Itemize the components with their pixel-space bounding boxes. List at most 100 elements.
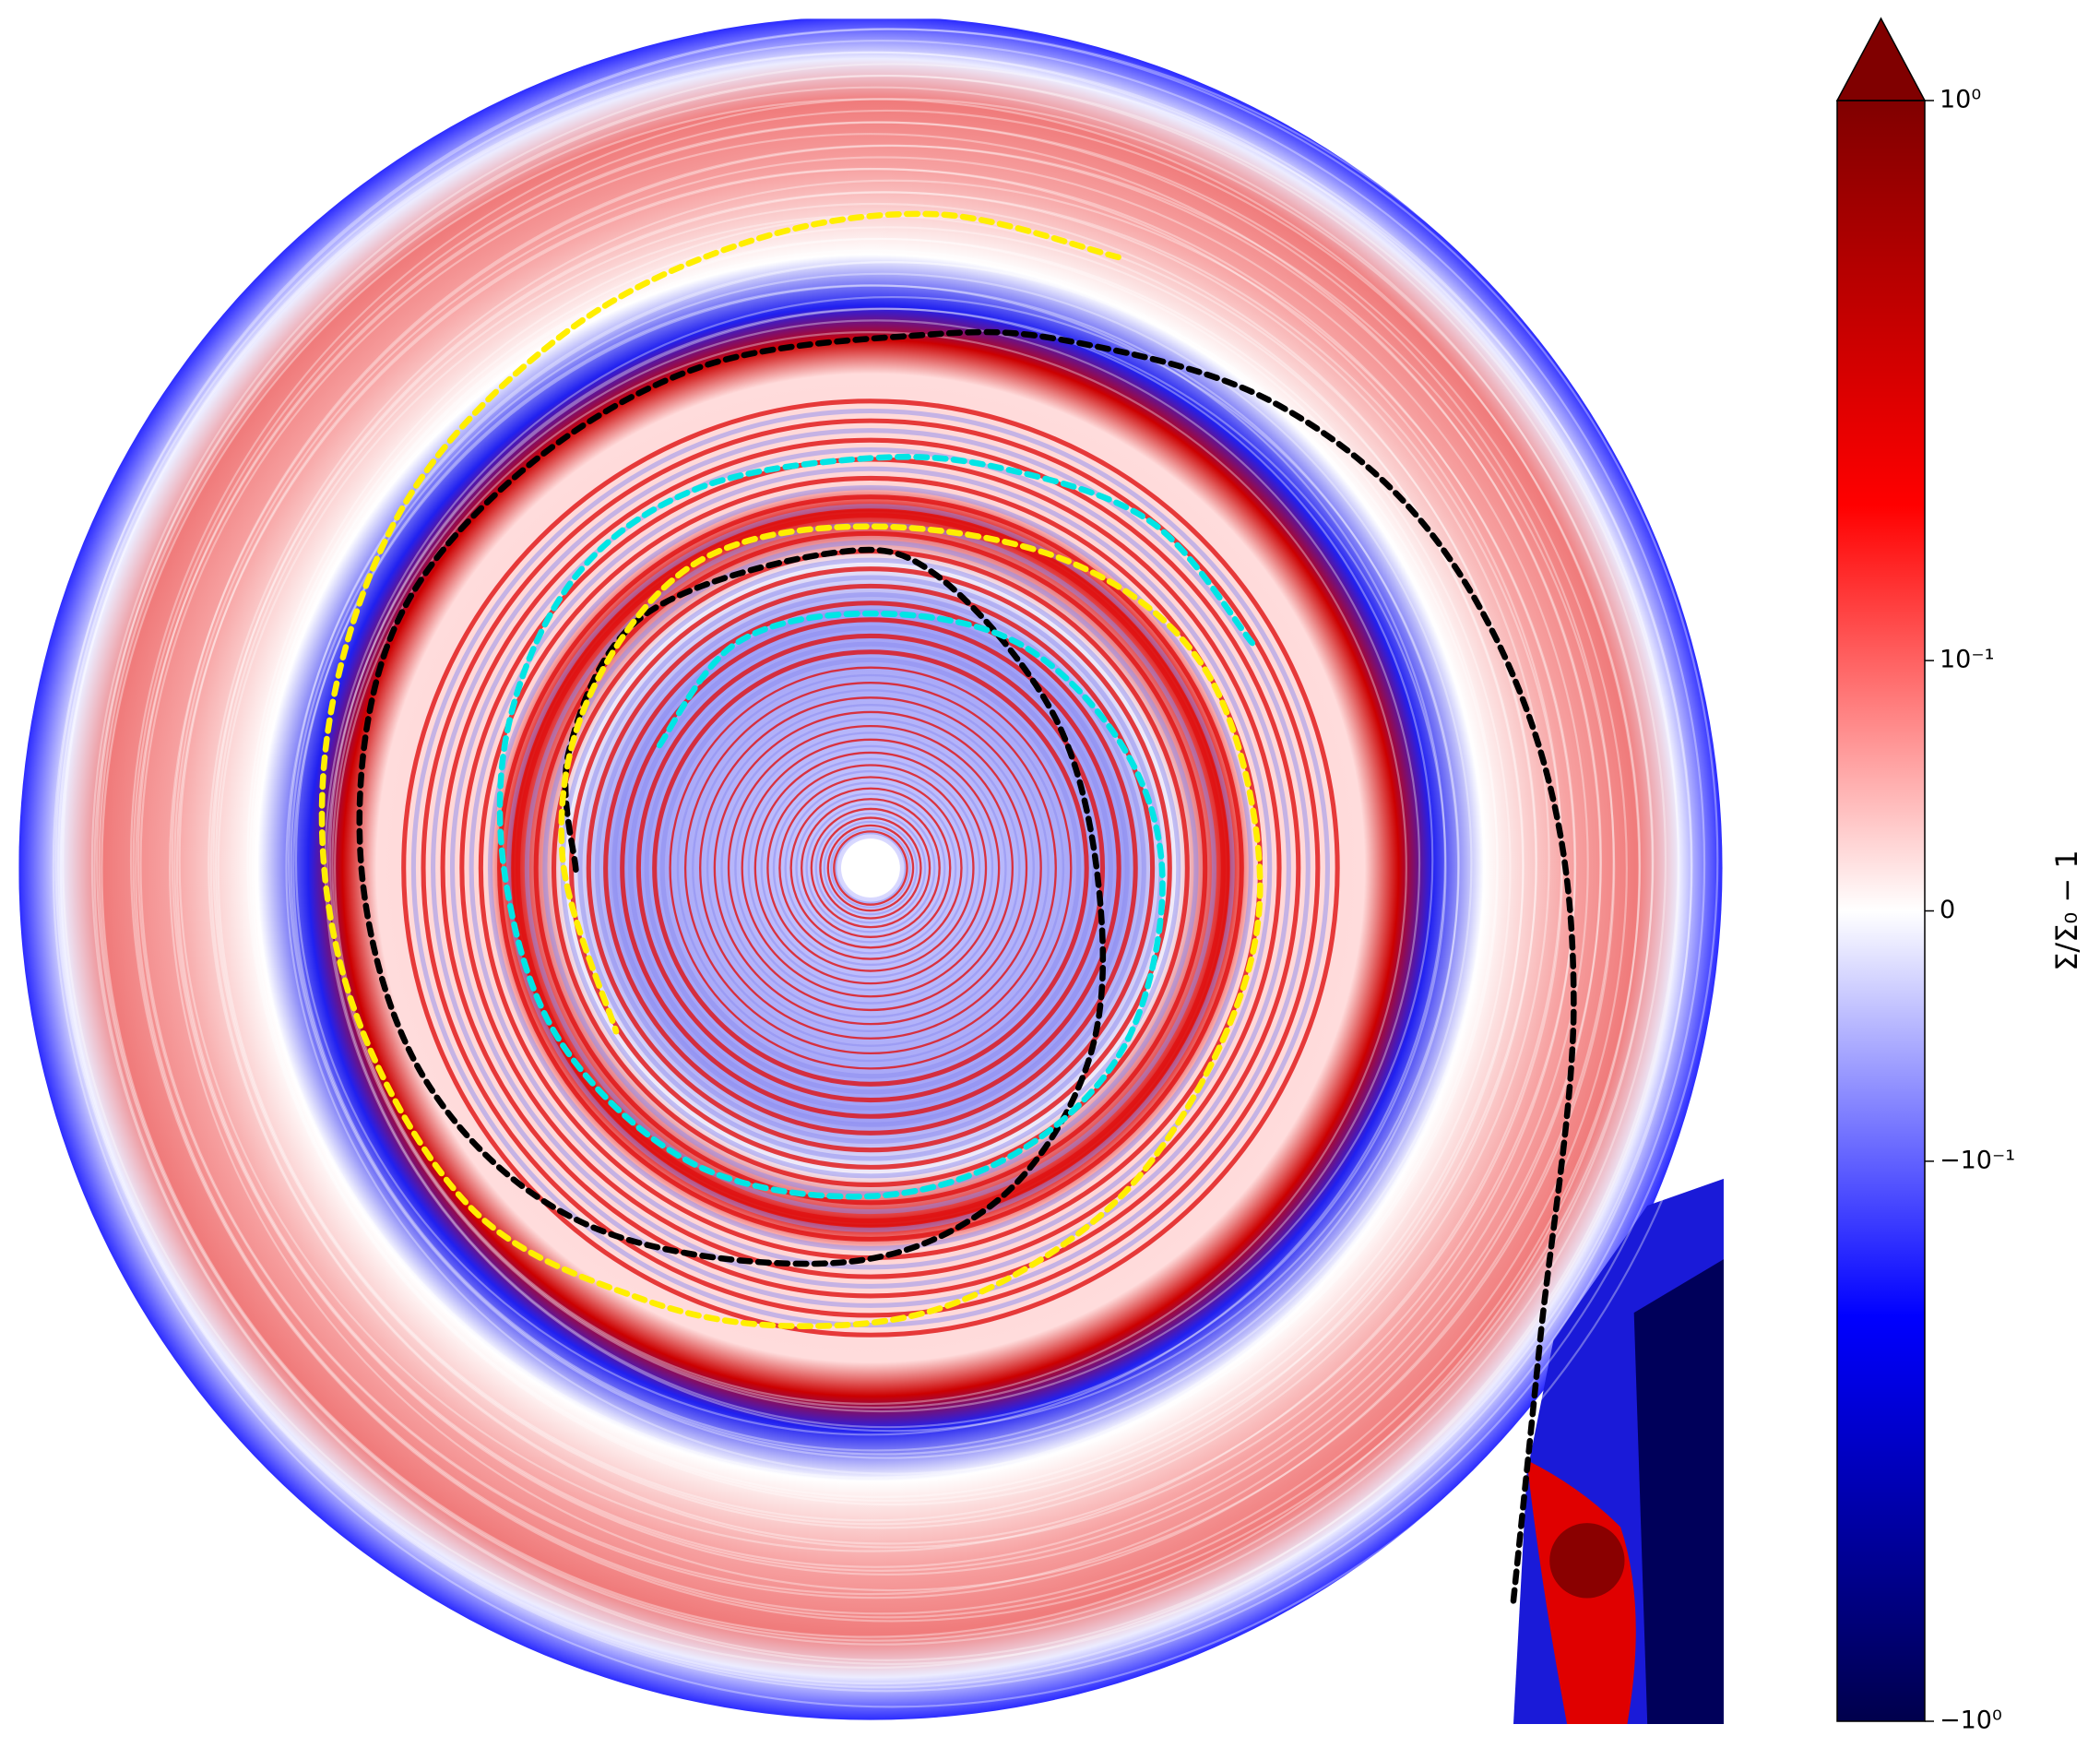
ring [129, 98, 1655, 1623]
ring [248, 226, 1525, 1503]
ring [515, 513, 1226, 1223]
ring [524, 521, 1217, 1215]
ring [635, 633, 1106, 1103]
disk-map [18, 18, 1724, 1724]
ring [401, 398, 1340, 1338]
colorbar-tick-label: 10⁰ [1940, 86, 1981, 114]
inner-hole [840, 838, 900, 898]
ring [328, 307, 1434, 1413]
ring [720, 718, 1021, 1018]
ring [533, 530, 1208, 1206]
ring [814, 812, 927, 924]
ring [652, 649, 1089, 1087]
ring [294, 284, 1447, 1436]
ring [569, 566, 1172, 1170]
ring [784, 781, 957, 955]
ring [594, 592, 1146, 1144]
ring [713, 710, 1028, 1026]
ring [98, 86, 1654, 1642]
ring [586, 583, 1156, 1153]
ring [789, 787, 952, 949]
ring [135, 121, 1628, 1615]
ring [826, 824, 915, 912]
ring [326, 307, 1447, 1429]
ring [173, 156, 1589, 1572]
ring [62, 51, 1679, 1670]
spiral-curve [496, 454, 1256, 1200]
ring [290, 272, 1473, 1456]
ring [96, 74, 1667, 1646]
colorbar-tick-label: 10⁻¹ [1940, 646, 1994, 674]
colorbar-label: Σ/Σ₀ − 1 [2049, 850, 2084, 971]
ring [620, 617, 1121, 1119]
ring [692, 689, 1050, 1047]
ring [805, 803, 936, 934]
ring [734, 731, 1007, 1005]
ring [669, 666, 1073, 1070]
colorbar: Σ/Σ₀ − 1 10⁰ 10⁻¹ 0 −10⁻¹ −10⁰ [1835, 17, 2084, 1735]
ring [101, 98, 1641, 1638]
colorbar-tick-label: −10⁻¹ [1940, 1146, 2015, 1174]
ring [727, 724, 1014, 1012]
ring [431, 428, 1311, 1308]
ring [178, 167, 1563, 1552]
ring [603, 601, 1138, 1136]
ring [333, 331, 1407, 1405]
ring [469, 466, 1273, 1270]
ring [699, 696, 1042, 1040]
wake-dark [1633, 1259, 1724, 1724]
ring [139, 133, 1602, 1596]
ring [208, 179, 1577, 1549]
ring [772, 769, 969, 967]
ring [54, 28, 1719, 1693]
ring [795, 792, 946, 944]
ring [52, 28, 1724, 1708]
ring [59, 51, 1692, 1685]
ring [136, 121, 1615, 1599]
ring [760, 757, 981, 979]
ring [810, 807, 931, 929]
colorbar-tick-label: 0 [1940, 896, 1955, 924]
ring [254, 237, 1499, 1482]
colorbar-extend [1835, 17, 1927, 101]
ring [410, 408, 1331, 1328]
planet [1549, 1523, 1625, 1599]
ring [497, 494, 1244, 1242]
ring [169, 144, 1616, 1592]
ring [506, 504, 1235, 1232]
ring [175, 168, 1576, 1568]
ring [753, 751, 988, 985]
ring [766, 764, 975, 972]
ring [833, 830, 908, 906]
ring [835, 832, 907, 904]
ring [331, 319, 1421, 1409]
ring [132, 109, 1642, 1619]
ring [215, 202, 1537, 1526]
ring [449, 447, 1291, 1290]
ring [255, 249, 1486, 1479]
ring [171, 144, 1603, 1576]
ring [628, 625, 1113, 1111]
ring [487, 485, 1253, 1251]
spiral-curve [318, 210, 1264, 1329]
ring [830, 827, 911, 909]
ring [93, 75, 1680, 1661]
ring [801, 798, 941, 938]
rings [52, 28, 1724, 1708]
ring [440, 437, 1301, 1299]
ring [823, 820, 919, 916]
spiral-curve [356, 328, 1577, 1604]
ring [90, 63, 1693, 1666]
spirals [318, 210, 1577, 1604]
ring [741, 738, 1001, 998]
ring [659, 657, 1082, 1079]
ring [819, 816, 922, 920]
ring [288, 260, 1486, 1459]
ring [421, 418, 1321, 1318]
ring [56, 40, 1706, 1689]
ring [292, 284, 1460, 1452]
ring [747, 744, 994, 992]
colorbar-tick-label: −10⁰ [1940, 1706, 2002, 1735]
ring [209, 191, 1563, 1545]
